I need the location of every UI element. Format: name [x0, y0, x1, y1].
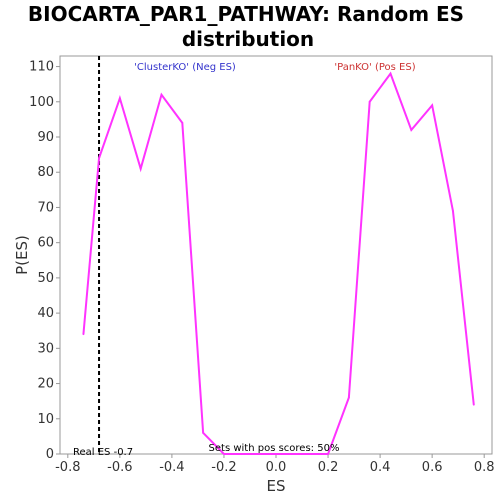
x-tick-label: -0.2	[211, 460, 236, 475]
data-point	[347, 396, 350, 399]
pos-scores-label: Sets with pos scores: 50%	[209, 443, 340, 454]
real-es-label: Real ES -0.7	[73, 447, 133, 458]
data-point	[82, 333, 85, 336]
y-tick-label: 40	[37, 306, 54, 321]
chart-title-line1: BIOCARTA_PAR1_PATHWAY: Random ES	[28, 2, 464, 26]
x-tick-label: -0.4	[159, 460, 184, 475]
data-point	[181, 122, 184, 124]
y-tick-label: 60	[37, 236, 54, 251]
x-tick-label: -0.6	[107, 460, 132, 475]
data-point	[306, 453, 309, 455]
x-tick-label: 0.6	[422, 460, 443, 475]
data-point	[243, 453, 246, 455]
data-point	[118, 97, 121, 100]
y-tick-label: 110	[29, 60, 54, 75]
data-point	[410, 129, 413, 131]
y-tick-label: 0	[46, 447, 54, 462]
data-point	[389, 72, 392, 75]
x-tick-label: -0.8	[55, 460, 80, 475]
data-point	[368, 100, 371, 103]
x-tick-label: 0.4	[370, 460, 391, 475]
data-point	[327, 453, 329, 455]
y-tick-label: 100	[29, 95, 54, 110]
x-tick-label: 0.0	[266, 460, 287, 475]
y-tick-label: 90	[37, 130, 54, 145]
data-point	[223, 453, 225, 455]
data-point	[139, 167, 142, 170]
y-tick-label: 10	[37, 412, 54, 427]
x-tick-label: 0.8	[474, 460, 495, 475]
data-point	[285, 453, 288, 455]
y-tick-label: 70	[37, 200, 54, 215]
data-point	[472, 403, 475, 406]
y-tick-label: 20	[37, 377, 54, 392]
y-axis: 0 10 20 30 40 50 60 70 80 90 100 110	[29, 60, 60, 462]
data-point	[452, 210, 454, 212]
neg-es-label: 'ClusterKO' (Neg ES)	[134, 62, 236, 73]
y-tick-label: 30	[37, 341, 54, 356]
data-point	[264, 453, 267, 455]
es-distribution-line	[82, 71, 475, 455]
x-axis-title: ES	[267, 477, 286, 495]
chart-title-line2: distribution	[182, 27, 314, 51]
data-point	[431, 104, 434, 107]
pos-es-label: 'PanKO' (Pos ES)	[334, 62, 415, 73]
data-point	[202, 431, 205, 434]
y-tick-label: 80	[37, 165, 54, 180]
y-axis-title: P(ES)	[13, 235, 31, 275]
x-axis: -0.8 -0.6 -0.4 -0.2 0.0 0.2 0.4 0.6 0.8	[55, 454, 495, 475]
data-point	[98, 157, 100, 160]
plot-area	[59, 55, 493, 455]
x-tick-label: 0.2	[318, 460, 339, 475]
data-point	[160, 93, 163, 96]
series-points	[82, 72, 475, 455]
y-tick-label: 50	[37, 271, 54, 286]
